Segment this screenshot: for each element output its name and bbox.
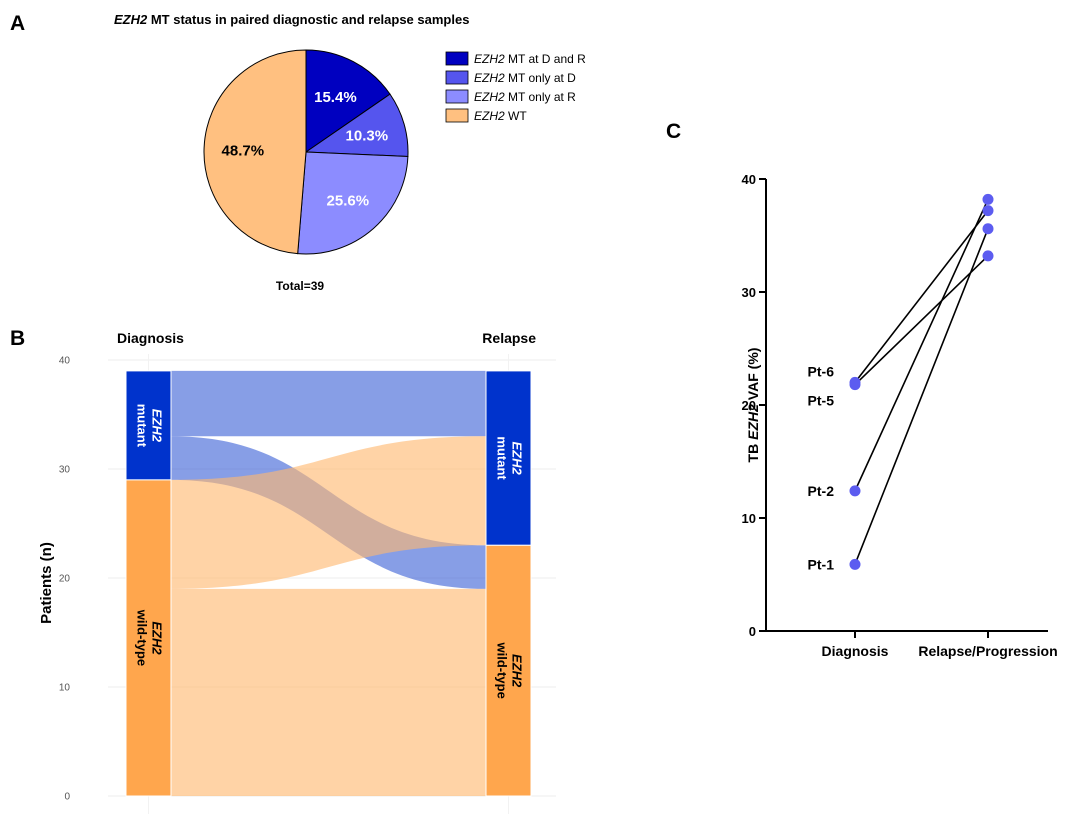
legend-swatch-2 bbox=[445, 70, 469, 85]
line-y-tick-30: 30 bbox=[742, 285, 756, 300]
sankey-node-label-diagnosis-wt: EZH2wild-type bbox=[135, 609, 165, 666]
series-label-pt-2: Pt-2 bbox=[808, 483, 835, 499]
sankey-left-header: Diagnosis bbox=[117, 330, 184, 346]
series-point-pt-5-2 bbox=[982, 250, 994, 262]
sankey-node-relapse-mut bbox=[485, 370, 532, 546]
line-y-tick-20: 20 bbox=[742, 398, 756, 413]
series-point-pt-5-1 bbox=[849, 379, 861, 391]
legend-label-4: EZH2 WT bbox=[474, 109, 527, 123]
series-line-pt-6 bbox=[854, 210, 989, 383]
legend-label-3: EZH2 MT only at R bbox=[474, 90, 576, 104]
line-axes: 0 10 20 30 40 Diagnosis Relapse/Progression bbox=[742, 172, 1058, 659]
sankey-node-label-relapse-wt: EZH2wild-type bbox=[495, 641, 525, 698]
sankey-node-diagnosis-wt bbox=[125, 479, 172, 797]
series-point-pt-2-2 bbox=[982, 193, 994, 205]
line-y-axis-label-pre: TB bbox=[745, 440, 761, 463]
line-y-axis-label-post: VAF (%) bbox=[745, 348, 761, 405]
pie-slice-label-3: 25.6% bbox=[327, 192, 370, 209]
legend-label-1: EZH2 MT at D and R bbox=[474, 52, 586, 66]
line-y-tick-40: 40 bbox=[742, 172, 756, 187]
series-point-pt-2-1 bbox=[849, 485, 861, 497]
pie-title: EZH2 MT status in paired diagnostic and … bbox=[114, 12, 469, 27]
pie-slice-label-4: 48.7% bbox=[222, 142, 265, 159]
pie-title-rest: MT status in paired diagnostic and relap… bbox=[147, 12, 469, 27]
line-y-axis-label: TB EZH2 VAF (%) bbox=[745, 348, 761, 463]
line-x-tick-relapse-progression: Relapse/Progression bbox=[918, 643, 1057, 659]
panel-label-b: B bbox=[10, 327, 25, 350]
pie-slices: 15.4% 10.3% 25.6% 48.7% bbox=[203, 49, 409, 255]
sankey-flow-wt-to-mut bbox=[171, 436, 486, 589]
series-line-pt-5 bbox=[854, 255, 989, 386]
series-point-pt-6-2 bbox=[982, 205, 994, 217]
sankey-y-tick-40: 40 bbox=[59, 356, 71, 367]
line-y-tick-0: 0 bbox=[749, 624, 756, 639]
panel-label-a: A bbox=[10, 12, 25, 35]
legend-swatch-4 bbox=[445, 108, 469, 123]
pie-chart: EZH2 MT status in paired diagnostic and … bbox=[114, 12, 586, 293]
sankey-flow-wt-to-wt bbox=[171, 588, 486, 796]
line-series: Pt-6 Pt-5 Pt-2 Pt-1 bbox=[808, 193, 994, 572]
series-line-pt-2 bbox=[854, 199, 989, 492]
sankey-flows bbox=[171, 370, 486, 796]
sankey-flow-mut-to-mut bbox=[171, 370, 486, 437]
sankey-y-tick-10: 10 bbox=[59, 683, 71, 694]
pie-slice-label-2: 10.3% bbox=[346, 128, 389, 145]
pie-legend: EZH2 MT at D and R EZH2 MT only at D EZH2 … bbox=[445, 51, 586, 123]
sankey-node-relapse-wt bbox=[485, 544, 532, 797]
line-y-tick-10: 10 bbox=[742, 511, 756, 526]
sankey-chart: Diagnosis Relapse Patients (n) 0 10 20 30 40… bbox=[38, 330, 556, 814]
sankey-y-tick-0: 0 bbox=[64, 792, 70, 803]
sankey-nodes: EZH2mutant EZH2wild-type EZH2mutant EZH2wil… bbox=[125, 370, 532, 797]
pie-slice-3 bbox=[297, 151, 409, 255]
series-point-pt-1-1 bbox=[849, 558, 861, 570]
series-label-pt-6: Pt-6 bbox=[808, 364, 835, 380]
legend-swatch-3 bbox=[445, 89, 469, 104]
panel-label-c: C bbox=[666, 120, 681, 143]
pie-slice-1 bbox=[305, 49, 391, 153]
sankey-node-label-relapse-mut: EZH2mutant bbox=[495, 436, 525, 480]
pie-slice-4 bbox=[203, 49, 307, 255]
legend-swatch-1 bbox=[445, 51, 469, 66]
sankey-y-axis-label: Patients (n) bbox=[38, 542, 55, 624]
paired-line-chart: TB EZH2 VAF (%) 0 10 20 30 40 Diagnosis Relaps… bbox=[742, 172, 1058, 659]
series-label-pt-5: Pt-5 bbox=[808, 393, 835, 409]
sankey-y-tick-20: 20 bbox=[59, 574, 71, 585]
series-label-pt-1: Pt-1 bbox=[808, 556, 835, 572]
legend-label-2: EZH2 MT only at D bbox=[474, 71, 576, 85]
series-line-pt-1 bbox=[854, 228, 989, 565]
pie-slice-label-1: 15.4% bbox=[314, 89, 357, 106]
sankey-node-label-diagnosis-mut: EZH2mutant bbox=[135, 404, 165, 448]
pie-title-italic: EZH2 bbox=[114, 12, 148, 27]
line-y-axis-label-italic: EZH2 bbox=[745, 404, 761, 440]
pie-total-label: Total=39 bbox=[276, 279, 324, 293]
series-point-pt-1-2 bbox=[982, 223, 994, 235]
sankey-right-header: Relapse bbox=[482, 330, 536, 346]
sankey-y-tick-30: 30 bbox=[59, 465, 71, 476]
line-x-tick-diagnosis: Diagnosis bbox=[822, 643, 889, 659]
